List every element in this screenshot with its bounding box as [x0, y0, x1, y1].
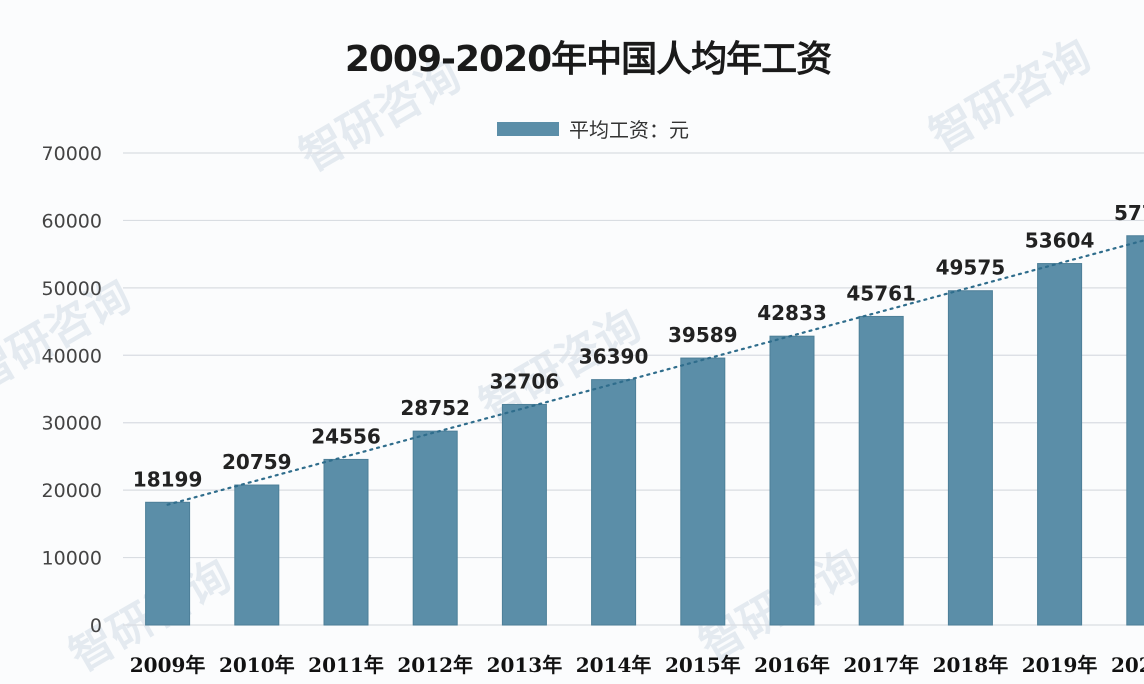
y-tick-label: 70000 — [42, 143, 102, 165]
x-tick-label: 2012年 — [397, 653, 473, 677]
bar — [591, 379, 637, 626]
x-tick-label: 2015年 — [665, 653, 741, 677]
data-label: 42833 — [757, 301, 827, 325]
legend-label: 平均工资：元 — [569, 118, 689, 142]
y-tick-label: 20000 — [42, 480, 102, 502]
x-tick-label: 2013年 — [487, 653, 563, 677]
data-label: 49575 — [936, 256, 1006, 280]
x-tick-label: 2014年 — [576, 653, 652, 677]
data-label: 36390 — [579, 345, 649, 369]
x-tick-label: 2020年 — [1111, 653, 1144, 677]
bar — [234, 484, 280, 626]
x-tick-label: 2010年 — [219, 653, 295, 677]
x-tick-label: 2009年 — [130, 653, 206, 677]
bar — [1126, 235, 1144, 626]
data-label: 32706 — [490, 369, 560, 393]
bar — [769, 335, 815, 626]
chart-title: 2009-2020年中国人均年工资 — [344, 39, 832, 80]
legend-swatch — [497, 121, 559, 136]
bar — [323, 458, 369, 626]
trendline — [166, 239, 1144, 506]
y-tick-label: 40000 — [42, 345, 102, 367]
data-label: 18199 — [133, 467, 203, 491]
data-label: 53604 — [1025, 229, 1095, 253]
bar — [947, 290, 993, 626]
x-tick-label: 2019年 — [1022, 653, 1098, 677]
bar — [680, 357, 726, 626]
data-label: 39589 — [668, 323, 738, 347]
bar — [501, 403, 547, 626]
x-tick-label: 2018年 — [933, 653, 1009, 677]
y-tick-label: 0 — [90, 615, 102, 637]
x-tick-label: 2017年 — [843, 653, 919, 677]
y-tick-label: 50000 — [42, 278, 102, 300]
legend: 平均工资：元 — [497, 114, 689, 143]
bar — [858, 315, 904, 626]
data-label: 45761 — [846, 281, 916, 305]
x-tick-label: 2011年 — [308, 653, 384, 677]
bar — [145, 501, 191, 626]
bar — [1037, 263, 1083, 626]
data-label: 57727 — [1114, 201, 1144, 225]
y-tick-label: 30000 — [42, 413, 102, 435]
y-tick-label: 60000 — [42, 210, 102, 232]
x-tick-label: 2016年 — [754, 653, 830, 677]
data-label: 28752 — [400, 396, 470, 420]
bar — [412, 430, 458, 626]
data-label: 24556 — [311, 424, 381, 448]
y-tick-label: 10000 — [42, 548, 102, 570]
data-label: 20759 — [222, 450, 292, 474]
